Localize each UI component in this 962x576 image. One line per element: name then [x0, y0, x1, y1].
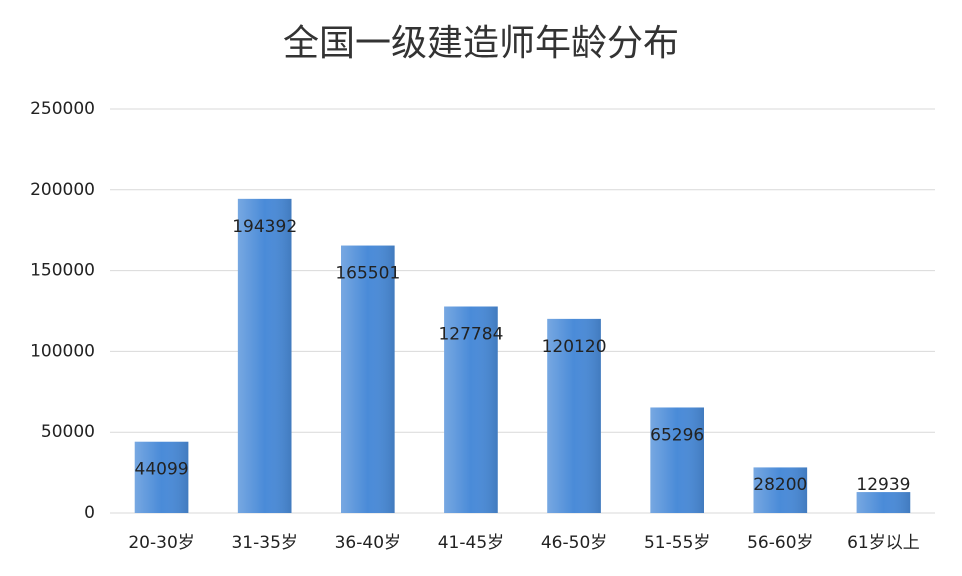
data-label: 194392: [232, 217, 297, 237]
x-tick-label: 20-30岁: [128, 533, 194, 553]
data-label: 28200: [753, 475, 807, 495]
y-tick-label: 100000: [30, 341, 95, 361]
data-label: 65296: [650, 425, 704, 445]
x-tick-label: 36-40岁: [335, 533, 401, 553]
x-tick-label: 61岁以上: [847, 533, 920, 553]
y-tick-label: 150000: [30, 261, 95, 281]
x-tick-label: 51-55岁: [644, 533, 710, 553]
y-tick-label: 200000: [30, 180, 95, 200]
x-tick-label: 46-50岁: [541, 533, 607, 553]
x-tick-label: 56-60岁: [747, 533, 813, 553]
chart-title: 全国一级建造师年龄分布: [283, 23, 679, 64]
bar: [856, 492, 911, 513]
data-label: 44099: [135, 460, 189, 480]
data-label: 12939: [856, 475, 910, 495]
y-tick-label: 0: [84, 503, 95, 523]
data-label: 120120: [542, 337, 607, 357]
x-tick-label: 41-45岁: [438, 533, 504, 553]
bar: [650, 407, 704, 513]
bar: [341, 245, 395, 513]
y-tick-label: 50000: [41, 422, 95, 442]
x-tick-label: 31-35岁: [231, 533, 297, 553]
y-tick-label: 250000: [30, 99, 95, 119]
bar: [237, 198, 292, 513]
data-label: 127784: [438, 325, 503, 345]
data-label: 165501: [335, 264, 400, 284]
